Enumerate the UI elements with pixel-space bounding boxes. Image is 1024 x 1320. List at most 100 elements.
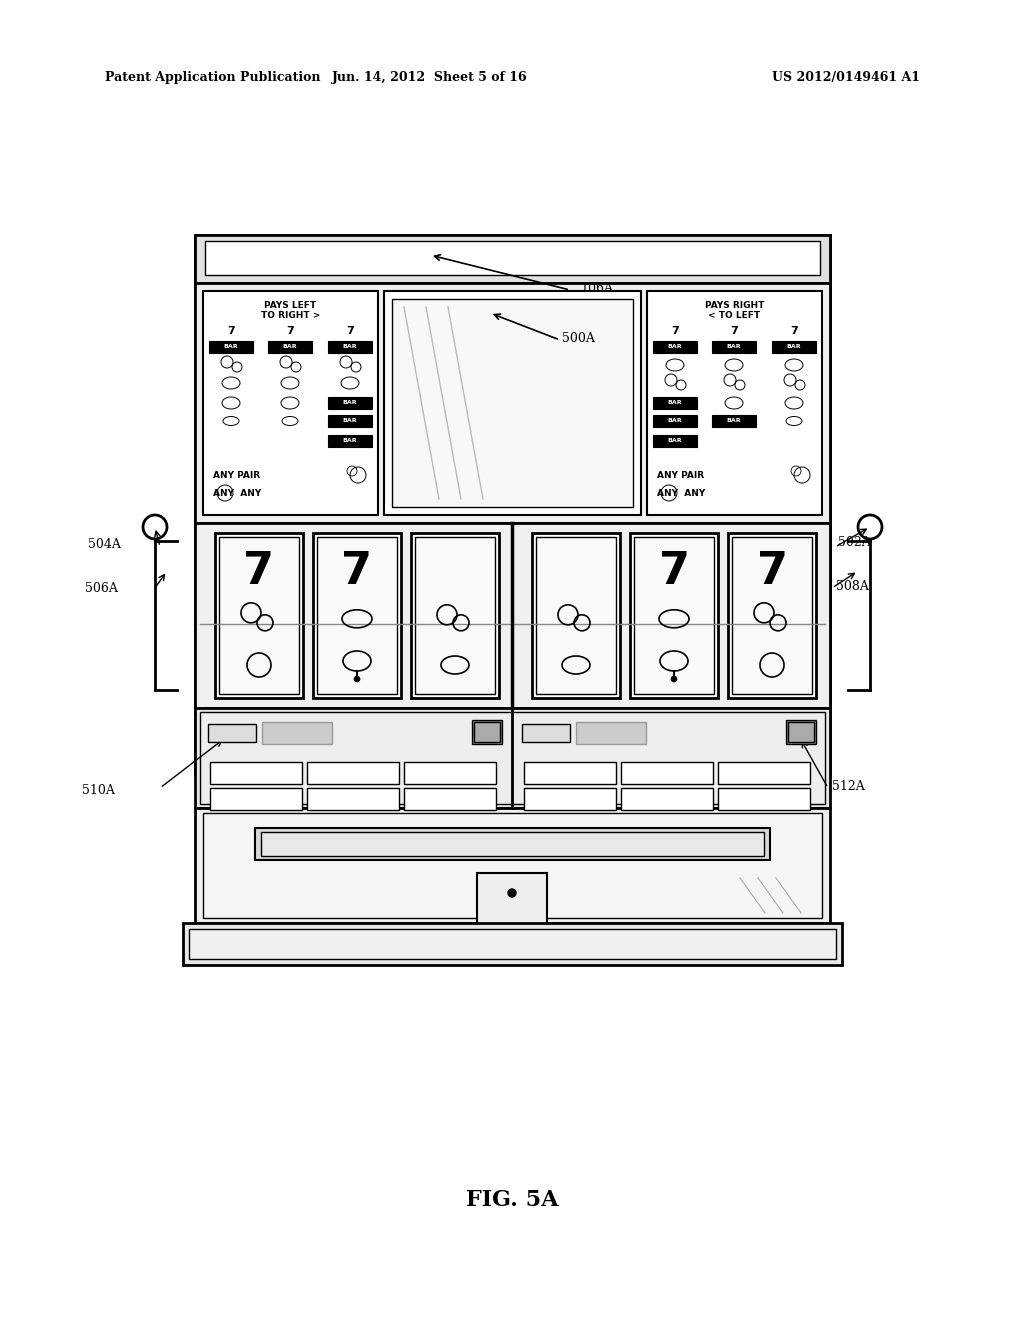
Bar [772,341,816,352]
Bar [472,719,502,744]
Bar [268,341,312,352]
Text: 510A: 510A [82,784,115,796]
Circle shape [354,676,360,682]
Bar [307,788,399,810]
Bar [474,722,500,742]
Text: Patent Application Publication: Patent Application Publication [105,71,321,84]
Bar [195,523,830,708]
Bar [215,533,303,698]
Text: BAR: BAR [668,400,682,405]
Bar [392,300,633,507]
Bar [404,788,496,810]
Text: BAR: BAR [668,438,682,444]
Text: 7: 7 [346,326,354,337]
Bar [219,537,299,694]
Text: BAR: BAR [343,418,357,424]
Bar [786,719,816,744]
Text: PAYS LEFT: PAYS LEFT [264,301,316,309]
Bar [653,397,697,409]
Text: ANY  ANY: ANY ANY [657,488,706,498]
Bar [536,537,616,694]
Bar [732,537,812,694]
Text: 106A: 106A [580,281,613,294]
Bar [634,537,714,694]
Bar [415,537,495,694]
Bar [317,537,397,694]
Bar [718,762,810,784]
Text: 7: 7 [286,326,294,337]
Text: 500A: 500A [562,331,595,345]
Text: 512A: 512A [831,780,864,792]
Bar [262,722,332,744]
Bar [404,762,496,784]
Text: 7: 7 [244,549,274,593]
Text: BAR: BAR [223,345,239,350]
Text: US 2012/0149461 A1: US 2012/0149461 A1 [772,71,920,84]
Bar [653,414,697,426]
Text: 7: 7 [757,549,787,593]
Bar [524,762,616,784]
Text: 504A: 504A [88,539,121,552]
Text: BAR: BAR [343,438,357,444]
Bar [718,788,810,810]
Bar [328,436,372,447]
Bar [728,533,816,698]
Text: 506A: 506A [85,582,118,594]
Text: PAYS RIGHT: PAYS RIGHT [705,301,764,309]
Text: 7: 7 [730,326,738,337]
Bar [712,341,756,352]
Bar [210,762,302,784]
Bar [328,414,372,426]
Text: ANY PAIR: ANY PAIR [657,470,705,479]
Bar [205,242,820,275]
Text: 7: 7 [227,326,234,337]
Bar [208,723,256,742]
Text: < TO LEFT: < TO LEFT [709,310,761,319]
Text: BAR: BAR [727,345,741,350]
Bar [522,723,570,742]
Text: BAR: BAR [727,418,741,424]
Text: 502A: 502A [838,536,870,549]
Bar [210,788,302,810]
Text: FIG. 5A: FIG. 5A [466,1189,558,1210]
Bar [477,873,547,925]
Bar [195,235,830,775]
Bar [328,397,372,409]
Circle shape [508,888,516,898]
Bar [575,722,646,744]
Bar [524,788,616,810]
Bar [261,832,764,855]
Bar [653,341,697,352]
Bar [255,828,770,861]
Bar [195,235,830,282]
Bar [411,533,499,698]
Text: ANY  ANY: ANY ANY [213,488,261,498]
Bar [313,533,401,698]
Bar [788,722,814,742]
Text: 508A: 508A [836,579,869,593]
Bar [621,788,713,810]
Bar [195,808,830,923]
Text: Jun. 14, 2012  Sheet 5 of 16: Jun. 14, 2012 Sheet 5 of 16 [332,71,527,84]
Bar [209,341,253,352]
Text: 7: 7 [658,549,689,593]
Text: 7: 7 [671,326,679,337]
Bar [653,436,697,447]
Bar [203,290,378,515]
Bar [307,762,399,784]
Bar [712,414,756,426]
Bar [189,929,836,960]
Text: BAR: BAR [283,345,297,350]
Text: ANY PAIR: ANY PAIR [213,470,260,479]
Text: BAR: BAR [343,345,357,350]
Bar [630,533,718,698]
Text: BAR: BAR [668,345,682,350]
Text: BAR: BAR [786,345,802,350]
Bar [328,341,372,352]
Bar [203,813,822,917]
Bar [200,711,825,804]
Text: BAR: BAR [343,400,357,405]
Text: 7: 7 [791,326,798,337]
Bar [621,762,713,784]
Text: TO RIGHT >: TO RIGHT > [261,310,321,319]
